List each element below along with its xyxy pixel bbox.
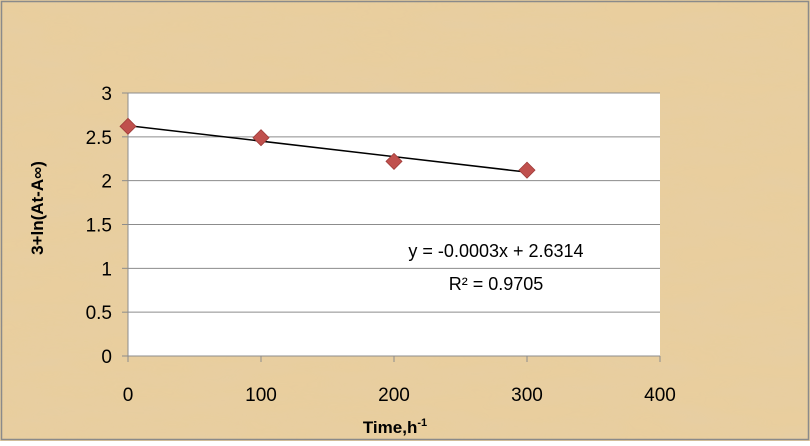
y-tick-label: 3: [101, 84, 112, 105]
data-point: [252, 129, 270, 147]
x-tick-label: 400: [644, 385, 676, 406]
x-tick-label: 0: [123, 385, 134, 406]
x-tick-label: 300: [511, 385, 543, 406]
y-tick-label: 0.5: [86, 303, 112, 324]
data-point: [518, 161, 536, 179]
x-tick-label: 200: [378, 385, 410, 406]
x-axis-title-text: Time,h: [363, 418, 417, 437]
y-tick-label: 1: [101, 259, 112, 280]
trendline-r-squared: R² = 0.9705: [449, 274, 544, 294]
data-point: [385, 152, 403, 170]
y-tick-label: 1.5: [86, 216, 112, 237]
x-axis-title-superscript: -1: [417, 417, 427, 429]
trendline-equation: y = -0.0003x + 2.6314: [408, 241, 583, 261]
data-points: [119, 117, 536, 179]
trendline: [127, 124, 528, 173]
trendline-group: [127, 124, 528, 173]
x-tick-label: 100: [245, 385, 277, 406]
tick-labels: 0 0.5 1 1.5 2 2.5 3 0 100 200 300 400: [86, 84, 676, 406]
x-axis-title: Time,h-1: [363, 417, 427, 437]
y-tick-label: 2.5: [86, 128, 112, 149]
y-tick-label: 0: [101, 347, 112, 368]
y-axis-title: 3+ln(At-A∞): [28, 161, 47, 255]
axes: [122, 92, 661, 362]
y-tick-label: 2: [101, 172, 112, 193]
data-point: [119, 117, 137, 135]
gridlines: [128, 92, 660, 313]
